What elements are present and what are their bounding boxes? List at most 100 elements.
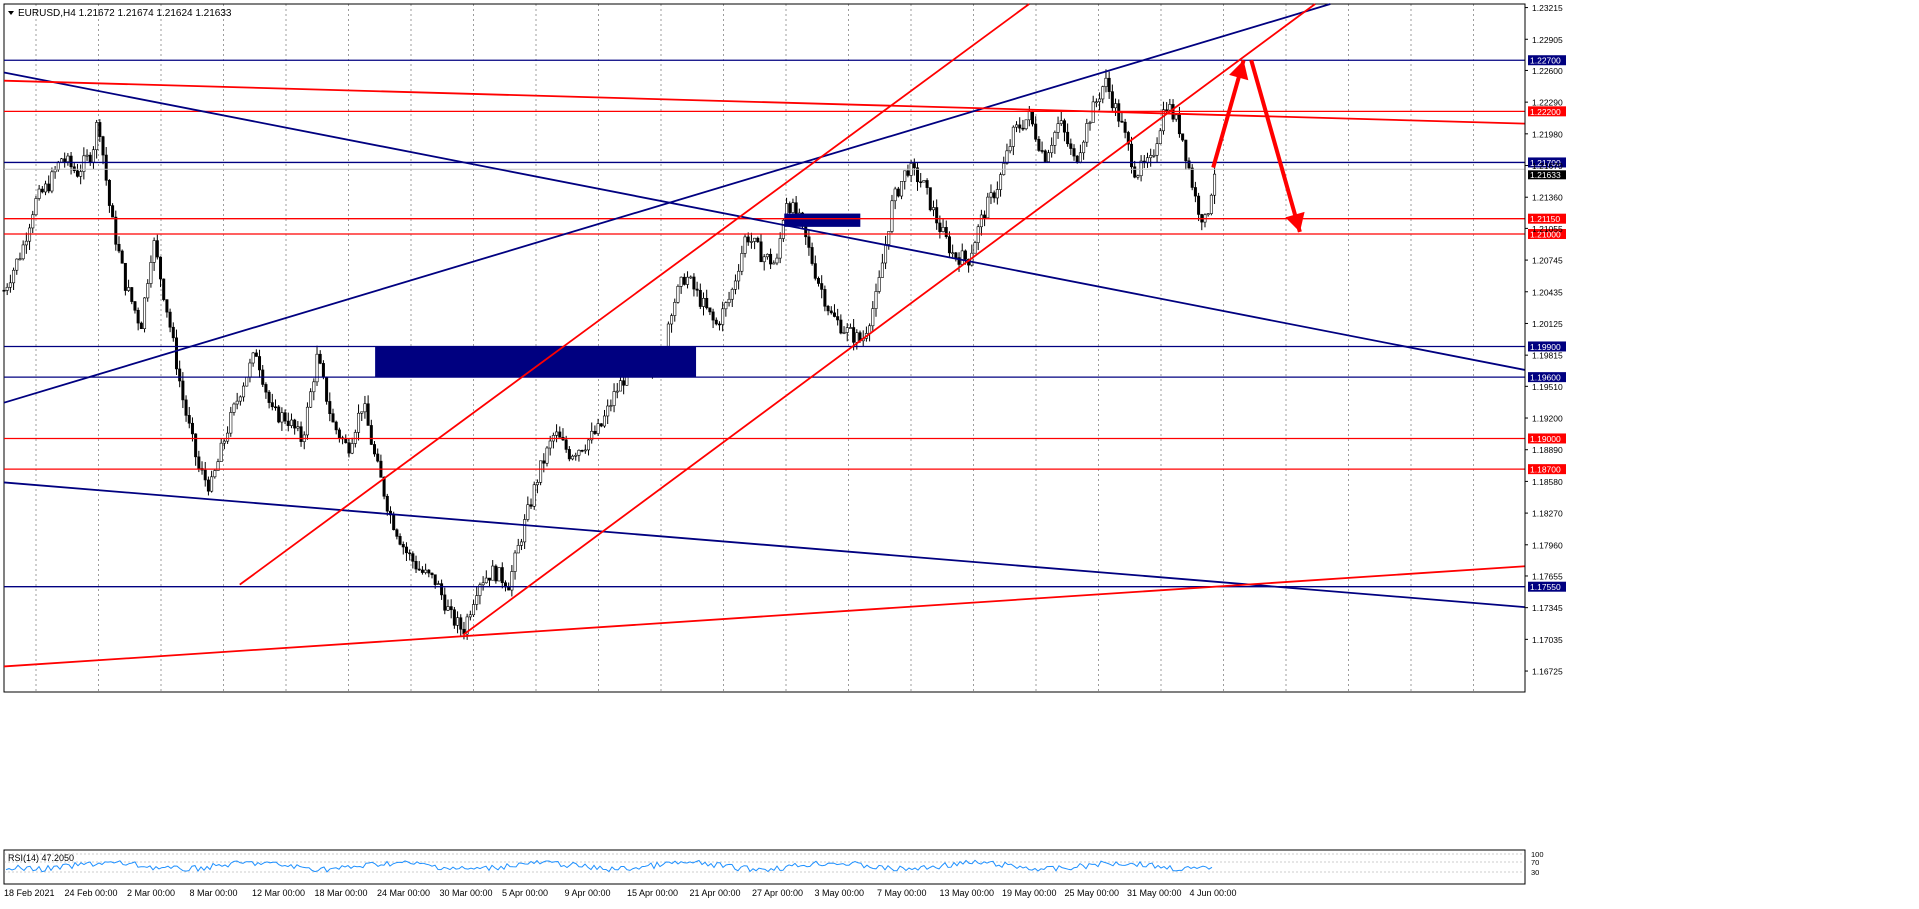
candle-body [848,327,852,329]
candle-body [21,244,25,260]
collapse-triangle-icon[interactable] [8,11,14,15]
time-tick-label: 31 May 00:00 [1127,888,1182,898]
price-tick-label: 1.21055 [1532,224,1563,234]
candle-body [449,606,453,611]
candle-body [1024,119,1028,130]
candle-body [922,180,926,183]
candle-body [1139,160,1143,177]
candle-body [513,552,517,572]
candle-body [1209,194,1213,214]
candle-body [334,421,338,431]
candle-body [146,283,150,299]
candle-body [1197,195,1201,215]
candle-body [37,188,41,199]
price-tick-label: 1.20435 [1532,287,1563,297]
candle-body [724,302,728,310]
candle-body [973,242,977,254]
candle-body [59,158,63,163]
price-tick-label: 1.20745 [1532,256,1563,266]
candle-body [912,163,916,169]
candle-body [1114,103,1118,109]
candle-body [1050,144,1054,154]
rsi-line [5,859,1213,873]
candle-body [95,122,99,151]
candle-body [871,308,875,327]
candle-body [325,376,329,402]
candle-body [564,439,568,450]
candle-body [497,567,501,582]
candle-body [829,310,833,314]
candle-body [385,495,389,512]
candle-body [289,419,293,426]
price-tick-label: 1.22290 [1532,98,1563,108]
candle-body [618,380,622,392]
time-tick-label: 4 Jun 00:00 [1190,888,1237,898]
candle-body [749,241,753,243]
trendline [3,71,1526,371]
candle-body [360,411,364,414]
candle-body [181,380,185,401]
candle-body [459,617,463,630]
candle-body [187,415,191,424]
price-zone [784,213,861,227]
level-label: 1.21150 [1530,214,1560,224]
candle-body [676,286,680,303]
candle-body [369,425,373,445]
candle-body [309,391,313,408]
candle-body [979,214,983,228]
candle-body [315,353,319,383]
candle-body [376,453,380,462]
candle-body [264,384,268,393]
candle-body [373,444,377,455]
trendline [3,79,1526,125]
candle-body [465,616,469,635]
candle-body [184,399,188,416]
candle-body [542,460,546,464]
candle-body [919,181,923,184]
candle-body [194,433,198,458]
candle-body [408,552,412,555]
price-tick-label: 1.22600 [1532,66,1563,76]
candle-body [44,183,48,193]
candle-body [53,169,57,173]
candle-body [79,171,83,177]
candle-body [258,356,262,371]
candle-body [689,276,693,279]
candle-body [545,447,549,464]
candle-body [1018,124,1022,129]
candle-body [813,263,817,279]
candle-body [1155,143,1159,156]
time-tick-label: 25 May 00:00 [1065,888,1120,898]
candle-body [778,238,782,259]
candle-body [740,253,744,272]
candle-body [711,311,715,321]
price-tick-label: 1.16725 [1532,667,1563,677]
candle-body [1130,143,1134,168]
level-label-box [1528,433,1566,444]
candle-body [602,415,606,427]
level-label: 1.19600 [1530,373,1561,383]
current-price-box [1528,170,1566,180]
candle-body [88,154,92,163]
candle-body [507,586,511,591]
candle-body [896,188,900,197]
level-label: 1.19000 [1530,434,1561,444]
candle-body [622,380,626,386]
candle-body [925,180,929,188]
candle-body [328,401,332,414]
candle-body [836,316,840,321]
candle-body [488,577,492,581]
candle-body [1174,114,1178,120]
candle-body [251,352,255,364]
candle-body [612,391,616,406]
candle-body [1120,120,1124,123]
candle-body [695,288,699,291]
candle-body [430,572,434,576]
candle-body [730,289,734,300]
candle-body [1094,101,1098,104]
candle-body [1149,155,1153,159]
candle-body [1034,123,1038,140]
